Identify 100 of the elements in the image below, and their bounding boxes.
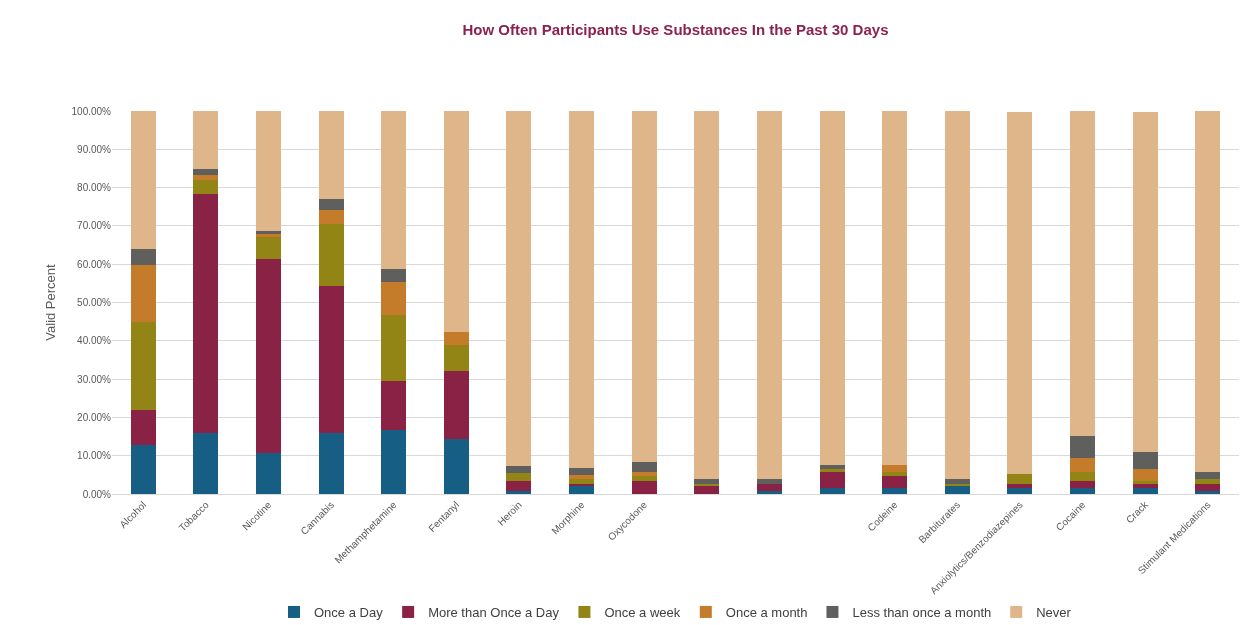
bar bbox=[256, 453, 282, 494]
bar bbox=[1069, 480, 1095, 488]
bar bbox=[944, 111, 970, 480]
y-tick-label: 60.00% bbox=[77, 258, 112, 270]
bar bbox=[694, 479, 720, 484]
chart-title: How Often Participants Use Substances In the Past 30 Days bbox=[462, 21, 889, 39]
bar bbox=[882, 111, 908, 465]
bar bbox=[130, 264, 156, 323]
y-tick-label: 40.00% bbox=[77, 335, 112, 347]
bar bbox=[443, 438, 469, 494]
bar bbox=[506, 111, 532, 467]
legend-label: Once a week bbox=[604, 605, 681, 621]
y-axis-title: Valid Percent bbox=[43, 263, 59, 341]
bar bbox=[193, 169, 219, 175]
bar bbox=[631, 480, 657, 494]
legend-label: Once a month bbox=[725, 605, 808, 621]
bar bbox=[1069, 472, 1095, 481]
bar bbox=[1195, 479, 1221, 484]
bar bbox=[506, 466, 532, 474]
y-tick-label: 90.00% bbox=[77, 143, 112, 155]
bar bbox=[1195, 111, 1221, 473]
bar bbox=[1132, 451, 1158, 470]
bar bbox=[819, 469, 845, 473]
bar bbox=[1069, 458, 1095, 473]
bar bbox=[443, 345, 469, 372]
bar bbox=[1069, 487, 1095, 494]
bar bbox=[631, 472, 657, 477]
bar bbox=[631, 111, 657, 462]
bar bbox=[569, 475, 595, 480]
bar bbox=[1132, 469, 1158, 481]
bar bbox=[506, 480, 532, 491]
bar bbox=[318, 210, 344, 224]
bar bbox=[944, 479, 970, 484]
bar bbox=[694, 486, 720, 494]
bar bbox=[1195, 483, 1221, 492]
legend-label: Once a Day bbox=[314, 605, 384, 621]
bar bbox=[506, 473, 532, 481]
y-tick-label: 70.00% bbox=[77, 220, 112, 232]
bar bbox=[193, 433, 219, 494]
bar bbox=[882, 487, 908, 494]
bar bbox=[1132, 480, 1158, 484]
bar bbox=[443, 111, 469, 333]
bar bbox=[882, 476, 908, 488]
bar bbox=[381, 281, 407, 316]
bar bbox=[193, 111, 219, 170]
bar bbox=[694, 111, 720, 480]
bar bbox=[569, 111, 595, 468]
bar bbox=[882, 464, 908, 472]
bar bbox=[819, 111, 845, 465]
bar bbox=[1069, 111, 1095, 437]
y-tick-label: 10.00% bbox=[77, 450, 112, 462]
bar bbox=[631, 461, 657, 473]
bar bbox=[1007, 488, 1033, 494]
legend-label: Less than once a month bbox=[852, 605, 992, 621]
bar bbox=[381, 315, 407, 382]
legend-label: More than Once a Day bbox=[428, 605, 560, 621]
bar bbox=[318, 223, 344, 287]
bar bbox=[756, 111, 782, 480]
bar bbox=[819, 472, 845, 488]
y-tick-label: 100.00% bbox=[71, 105, 112, 117]
y-tick-label: 30.00% bbox=[77, 373, 112, 385]
bar bbox=[256, 258, 282, 454]
bar bbox=[1007, 112, 1033, 474]
bar bbox=[318, 433, 344, 494]
bar bbox=[1195, 472, 1221, 480]
bar bbox=[443, 332, 469, 346]
bar bbox=[193, 179, 219, 194]
bar bbox=[256, 237, 282, 259]
bar bbox=[631, 476, 657, 481]
bar bbox=[130, 322, 156, 411]
bar bbox=[193, 174, 219, 180]
bar bbox=[1132, 112, 1158, 452]
bar bbox=[130, 410, 156, 445]
y-tick-label: 50.00% bbox=[77, 297, 112, 308]
y-tick-label: 80.00% bbox=[77, 182, 112, 194]
bar bbox=[569, 467, 595, 476]
bar bbox=[1007, 473, 1033, 485]
bar bbox=[756, 479, 782, 484]
bar bbox=[944, 486, 970, 494]
legend-label: Never bbox=[1036, 605, 1072, 621]
bar bbox=[756, 483, 782, 491]
bar bbox=[256, 233, 282, 238]
y-tick-label: 0.00% bbox=[82, 488, 112, 500]
bar bbox=[318, 111, 344, 200]
bar bbox=[381, 268, 407, 282]
bar bbox=[318, 199, 344, 211]
bar bbox=[381, 381, 407, 431]
bar bbox=[130, 111, 156, 249]
bar bbox=[569, 486, 595, 494]
bar bbox=[318, 286, 344, 434]
bar bbox=[193, 193, 219, 434]
bar bbox=[1132, 488, 1158, 494]
bar bbox=[1007, 484, 1033, 489]
bar bbox=[1069, 436, 1095, 458]
bar bbox=[381, 430, 407, 494]
bar bbox=[819, 487, 845, 494]
bar bbox=[443, 371, 469, 439]
bar bbox=[130, 444, 156, 494]
bar bbox=[381, 111, 407, 269]
bar bbox=[569, 479, 595, 484]
